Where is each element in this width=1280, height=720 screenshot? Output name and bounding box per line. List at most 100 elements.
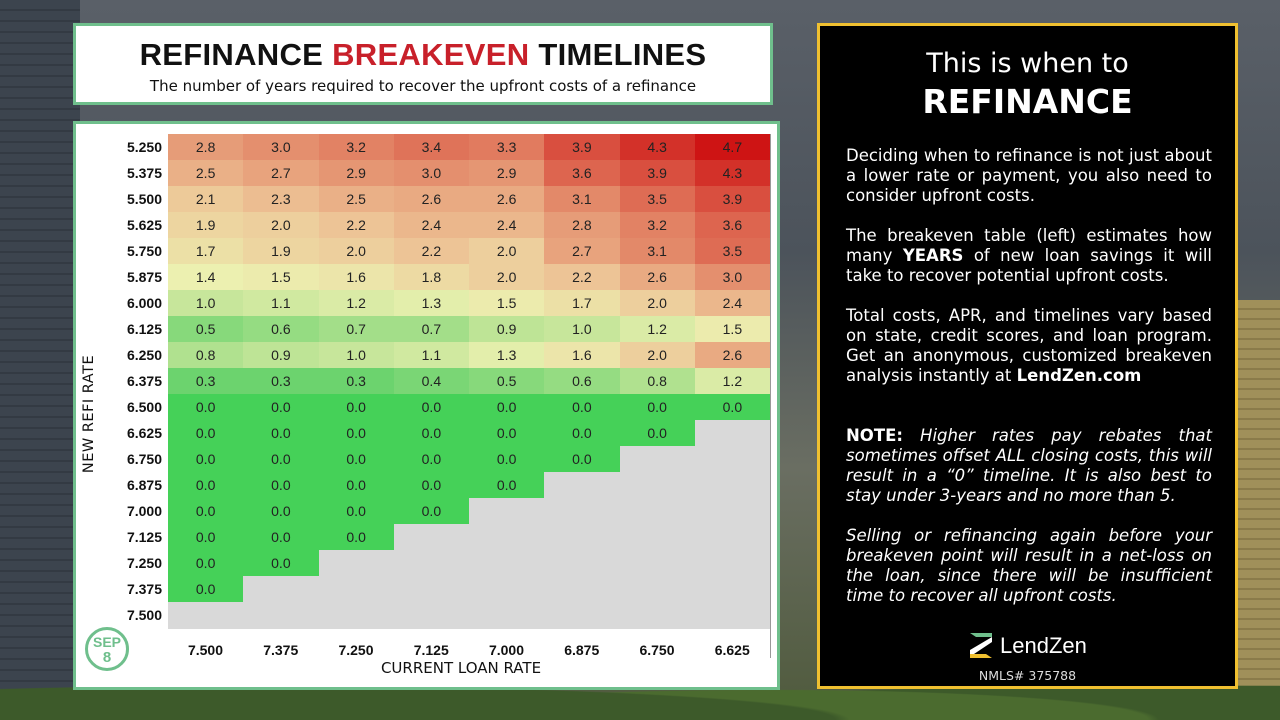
heatmap-cell [544, 316, 620, 343]
heatmap-cell [243, 368, 319, 395]
cell-value: 0.0 [195, 503, 216, 519]
panel-note: NOTE: Higher rates pay rebates that some… [846, 426, 1212, 506]
heatmap-cell [544, 134, 620, 161]
heatmap-cell [318, 290, 395, 317]
cell-value: 0.0 [496, 399, 517, 415]
lendzen-link[interactable]: LendZen.com [1016, 366, 1142, 385]
heatmap-cell [243, 498, 319, 525]
info-panel: This is when to REFINANCE Deciding when … [817, 23, 1238, 689]
heatmap-cell [393, 524, 470, 551]
panel-paragraph-costs: Total costs, APR, and timelines vary bas… [846, 306, 1212, 386]
cell-value: 1.3 [421, 295, 442, 311]
heatmap-cell [544, 498, 620, 525]
cell-value: 2.7 [572, 243, 592, 259]
row-label: 5.250 [126, 139, 162, 155]
cell-value: 0.0 [271, 555, 291, 571]
heatmap-cell [544, 472, 620, 499]
heatmap-cell [619, 550, 696, 577]
heatmap-cell [243, 472, 319, 499]
heatmap-cell [318, 368, 395, 395]
heatmap-cell [469, 524, 545, 551]
row-label: 7.125 [126, 529, 162, 545]
cell-value: 3.6 [572, 165, 592, 181]
cell-value: 1.7 [572, 295, 592, 311]
cell-value: 3.1 [647, 243, 667, 259]
chart-title: REFINANCE BREAKEVEN TIMELINES [76, 37, 770, 73]
panel-paragraph-warning: Selling or refinancing again before your… [846, 526, 1212, 605]
heatmap-cell [694, 394, 771, 421]
cell-value: 1.8 [421, 269, 442, 285]
heatmap-cell [243, 576, 319, 603]
heatmap-cell [168, 498, 244, 525]
cell-value: 2.0 [496, 269, 517, 285]
cell-value: 2.9 [496, 165, 517, 181]
heatmap-cell [243, 446, 319, 473]
cell-value: 4.7 [722, 139, 743, 155]
heatmap-cell [318, 524, 395, 551]
heatmap-cell [619, 186, 696, 213]
heatmap-cell [469, 212, 545, 239]
cell-value: 2.8 [195, 139, 216, 155]
cell-value: 0.0 [195, 555, 216, 571]
heatmap-cell [243, 160, 319, 187]
heatmap-cell [694, 238, 771, 265]
cell-value: 3.3 [496, 139, 517, 155]
cell-value: 2.0 [271, 217, 291, 233]
cell-value: 0.0 [271, 399, 291, 415]
heatmap-cell [243, 342, 319, 369]
cell-value: 0.8 [647, 373, 667, 389]
background-house-siding-left [0, 0, 80, 720]
heatmap-cell [469, 134, 545, 161]
cell-value: 3.9 [572, 139, 592, 155]
cell-value: 3.4 [421, 139, 442, 155]
x-axis-label: CURRENT LOAN RATE [380, 659, 542, 677]
heatmap-cell [619, 524, 696, 551]
heatmap-cell [694, 498, 771, 525]
cell-value: 0.5 [496, 373, 517, 389]
cell-value: 0.0 [271, 503, 291, 519]
cell-value: 2.4 [496, 217, 517, 233]
heatmap-cell [544, 342, 620, 369]
heatmap-cell [243, 602, 319, 629]
heatmap-cell [694, 316, 771, 343]
heatmap-cell [694, 290, 771, 317]
cell-value: 2.6 [647, 269, 667, 285]
heatmap-cell [393, 160, 470, 187]
cell-value: 2.8 [572, 217, 592, 233]
cell-value: 0.3 [271, 373, 291, 389]
heatmap-cell [393, 134, 470, 161]
heatmap-cell [393, 238, 470, 265]
heatmap-cell [544, 602, 620, 629]
heatmap-cell [694, 446, 771, 473]
heatmap-cell [619, 290, 696, 317]
cell-value: 2.6 [496, 191, 517, 207]
column-label: 7.000 [488, 642, 525, 658]
cell-value: 0.0 [195, 529, 216, 545]
cell-value: 0.0 [271, 425, 291, 441]
heatmap-cell [243, 394, 319, 421]
heatmap-cell [318, 342, 395, 369]
heatmap-cell [469, 446, 545, 473]
heatmap-cell [393, 472, 470, 499]
heatmap-cell [168, 472, 244, 499]
cell-value: 2.5 [195, 165, 216, 181]
heatmap-cell [168, 368, 244, 395]
cell-value: 0.7 [346, 321, 366, 337]
cell-value: 0.6 [271, 321, 291, 337]
row-label: 6.000 [126, 295, 162, 311]
cell-value: 3.9 [647, 165, 667, 181]
heatmap-cell [694, 264, 771, 291]
para-text: of new loan savings it will take to reco… [846, 246, 1212, 285]
heatmap-cell [469, 550, 545, 577]
heatmap-cell [694, 602, 771, 629]
heatmap-cell [318, 186, 395, 213]
heatmap-cell [168, 602, 244, 629]
heatmap-cell [619, 212, 696, 239]
heatmap-cell [469, 342, 545, 369]
row-label: 6.500 [126, 399, 162, 415]
cell-value: 0.0 [496, 477, 517, 493]
column-label: 7.250 [338, 642, 374, 658]
heatmap-cell [694, 186, 771, 213]
cell-value: 4.3 [647, 139, 667, 155]
cell-value: 2.0 [496, 243, 517, 259]
